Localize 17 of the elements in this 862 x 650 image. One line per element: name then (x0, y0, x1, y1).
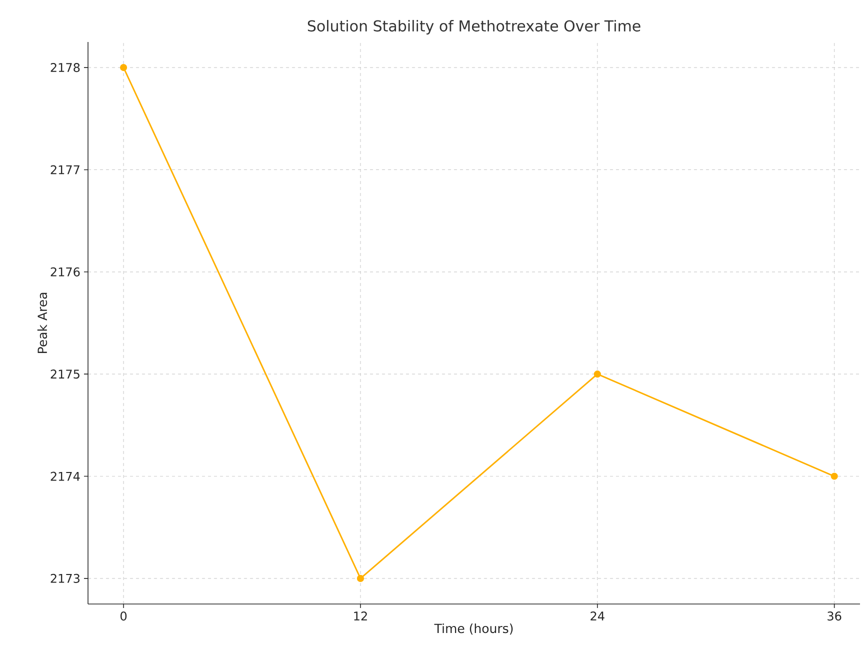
point (830, 472, 838, 480)
x-tick-label: 12 (354, 612, 367, 620)
x-tick-label: 0 (120, 612, 127, 621)
y-tick-label: 2173 (50, 574, 80, 583)
y-tick-label: 2178 (50, 63, 80, 72)
y-tick-label: 2174 (50, 472, 80, 481)
point (120, 64, 128, 72)
y-axis-title: Peak Area (37, 292, 48, 353)
y-tick-label: 2176 (50, 267, 80, 276)
point (594, 370, 601, 378)
point (356, 574, 364, 582)
chart-title: Solution Stability of Methotrexate Over Time (308, 20, 640, 34)
x-axis-title: Time (hours) (434, 623, 513, 635)
x-tick-label: 24 (590, 612, 604, 620)
y-tick-label: 2175 (50, 370, 80, 379)
x-tick-label: 36 (828, 612, 842, 621)
y-tick-label: 2177 (50, 165, 80, 174)
